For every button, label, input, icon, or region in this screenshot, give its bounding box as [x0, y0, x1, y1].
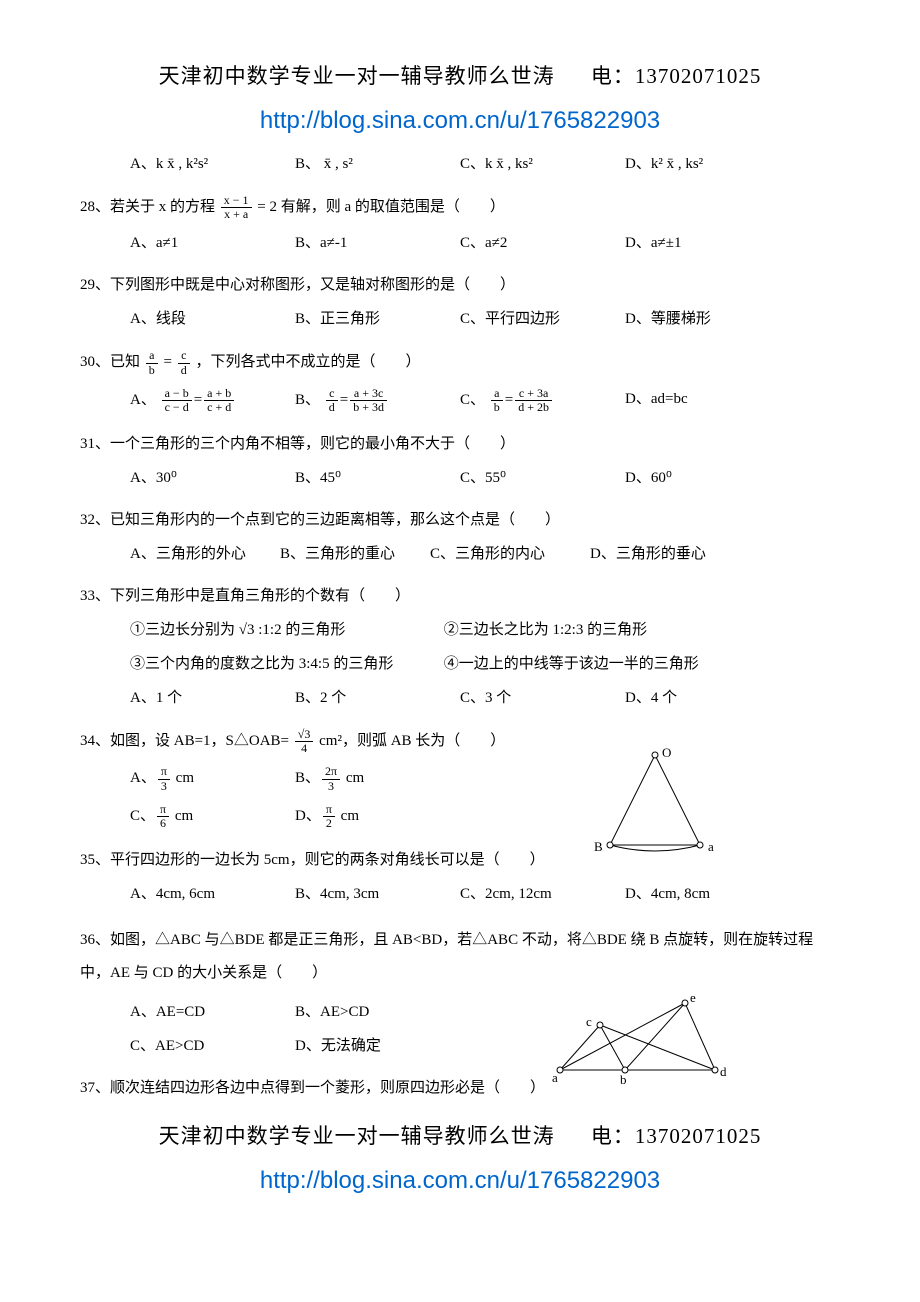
option-b: B、45⁰ — [295, 466, 460, 490]
option-c: C、3 个 — [460, 686, 625, 710]
phone-label: 电： — [591, 64, 635, 88]
eq: = — [164, 354, 172, 370]
option-a: A、30⁰ — [130, 466, 295, 490]
q32-stem: 32、已知三角形内的一个点到它的三边距离相等，那么这个点是（ ） — [80, 508, 840, 532]
option-b: B、2 个 — [295, 686, 460, 710]
option-c: C、55⁰ — [460, 466, 625, 490]
q30-stem: 30、已知 ab = cd ，下列各式中不成立的是（ ） — [80, 349, 840, 376]
question-36: 36、如图，△ABC 与△BDE 都是正三角形，且 AB<BD，若△ABC 不动… — [80, 924, 840, 1058]
question-30: 30、已知 ab = cd ，下列各式中不成立的是（ ） A、 a − bc −… — [80, 349, 840, 414]
option-a: A、k x̄ , k²s² — [130, 152, 295, 176]
q34-figure: O B a — [590, 745, 720, 873]
option-a: A、线段 — [130, 307, 295, 331]
header-title-text: 天津初中数学专业一对一辅导教师么世涛 — [159, 64, 555, 88]
option-d: D、无法确定 — [295, 1034, 460, 1058]
option-d: D、4cm, 8cm — [625, 882, 790, 906]
option-b: B、三角形的重心 — [280, 542, 430, 566]
option-a: A、三角形的外心 — [130, 542, 280, 566]
option-b: B、 cd=a + 3cb + 3d — [295, 387, 460, 414]
question-29: 29、下列图形中既是中心对称图形，又是轴对称图形的是（ ） A、线段 B、正三角… — [80, 273, 840, 331]
question-34: 34、如图，设 AB=1，S△OAB= √34 cm²，则弧 AB 长为（ ） … — [80, 728, 840, 830]
q28-fraction: x − 1x + a — [221, 194, 252, 221]
footer-url: http://blog.sina.com.cn/u/1765822903 — [80, 1162, 840, 1200]
label-d: d — [720, 1062, 727, 1083]
question-33: 33、下列三角形中是直角三角形的个数有（ ） ①三边长分别为 √3 :1:2 的… — [80, 584, 840, 710]
option-c: C、a≠2 — [460, 231, 625, 255]
option-a: A、1 个 — [130, 686, 295, 710]
option-d: D、4 个 — [625, 686, 790, 710]
q33-line2: ③三个内角的度数之比为 3:4:5 的三角形 ④一边上的中线等于该边一半的三角形 — [80, 652, 840, 676]
footer-title-text: 天津初中数学专业一对一辅导教师么世涛 — [159, 1124, 555, 1148]
label-b: b — [620, 1070, 627, 1091]
q34-pre: 34、如图，设 AB=1，S△OAB= — [80, 733, 293, 749]
option-c: C、三角形的内心 — [430, 542, 590, 566]
option-b: B、2π3 cm — [295, 765, 460, 792]
q36-stem: 36、如图，△ABC 与△BDE 都是正三角形，且 AB<BD，若△ABC 不动… — [80, 924, 840, 990]
label-a: a — [708, 837, 714, 858]
option-d: D、a≠±1 — [625, 231, 790, 255]
header-url: http://blog.sina.com.cn/u/1765822903 — [80, 102, 840, 140]
q28-pre: 28、若关于 x 的方程 — [80, 199, 219, 215]
option-c: C、AE>CD — [130, 1034, 295, 1058]
option-b: B、 x̄ , s² — [295, 152, 460, 176]
frac-cd: cd — [178, 349, 190, 376]
label-c: c — [586, 1012, 592, 1033]
q33-stem: 33、下列三角形中是直角三角形的个数有（ ） — [80, 584, 840, 608]
q28-stem: 28、若关于 x 的方程 x − 1x + a = 2 有解，则 a 的取值范围… — [80, 194, 840, 221]
q33-item1: ①三边长分别为 √3 :1:2 的三角形 — [130, 618, 440, 642]
option-b: B、a≠-1 — [295, 231, 460, 255]
frac-ab: ab — [146, 349, 158, 376]
q30-pre: 30、已知 — [80, 354, 140, 370]
q35-stem: 35、平行四边形的一边长为 5cm，则它的两条对角线长可以是（ ） — [80, 848, 840, 872]
option-b: B、AE>CD — [295, 1000, 460, 1024]
q30-post: ，下列各式中不成立的是（ ） — [195, 354, 420, 370]
q34-post: cm²，则弧 AB 长为（ ） — [319, 733, 505, 749]
triangle-icon — [590, 745, 720, 865]
question-32: 32、已知三角形内的一个点到它的三边距离相等，那么这个点是（ ） A、三角形的外… — [80, 508, 840, 566]
question-28: 28、若关于 x 的方程 x − 1x + a = 2 有解，则 a 的取值范围… — [80, 194, 840, 255]
phone-number: 13702071025 — [635, 64, 762, 88]
footer-title: 天津初中数学专业一对一辅导教师么世涛 电：13702071025 — [80, 1120, 840, 1154]
page-footer: 天津初中数学专业一对一辅导教师么世涛 电：13702071025 http://… — [80, 1120, 840, 1200]
page-header-title: 天津初中数学专业一对一辅导教师么世涛 电：13702071025 — [80, 60, 840, 94]
option-c: C、平行四边形 — [460, 307, 625, 331]
footer-phone: 13702071025 — [635, 1124, 762, 1148]
q29-stem: 29、下列图形中既是中心对称图形，又是轴对称图形的是（ ） — [80, 273, 840, 297]
q28-post: = 2 有解，则 a 的取值范围是（ ） — [257, 199, 505, 215]
label-e: e — [690, 988, 696, 1009]
q31-stem: 31、一个三角形的三个内角不相等，则它的最小角不大于（ ） — [80, 432, 840, 456]
option-a: A、 a − bc − d=a + bc + d — [130, 387, 295, 414]
q33-item2: ②三边长之比为 1:2:3 的三角形 — [444, 622, 647, 638]
option-c: C、π6 cm — [130, 803, 295, 830]
label-O: O — [662, 743, 671, 764]
option-b: B、4cm, 3cm — [295, 882, 460, 906]
option-a: A、a≠1 — [130, 231, 295, 255]
triangles-icon — [540, 990, 740, 1080]
option-a: A、π3 cm — [130, 765, 295, 792]
option-b: B、正三角形 — [295, 307, 460, 331]
option-d: D、三角形的垂心 — [590, 542, 780, 566]
q34-stem: 34、如图，设 AB=1，S△OAB= √34 cm²，则弧 AB 长为（ ） — [80, 728, 840, 755]
option-c: C、2cm, 12cm — [460, 882, 625, 906]
label-a: a — [552, 1068, 558, 1089]
option-a: A、AE=CD — [130, 1000, 295, 1024]
q27-options: A、k x̄ , k²s² B、 x̄ , s² C、k x̄ , ks² D、… — [80, 152, 840, 176]
option-c: C、k x̄ , ks² — [460, 152, 625, 176]
q33-line1: ①三边长分别为 √3 :1:2 的三角形 ②三边长之比为 1:2:3 的三角形 — [80, 618, 840, 642]
q36-figure: a b c d e — [540, 990, 740, 1088]
question-31: 31、一个三角形的三个内角不相等，则它的最小角不大于（ ） A、30⁰ B、45… — [80, 432, 840, 490]
question-35: 35、平行四边形的一边长为 5cm，则它的两条对角线长可以是（ ） A、4cm,… — [80, 848, 840, 906]
option-d: D、等腰梯形 — [625, 307, 790, 331]
option-d: D、ad=bc — [625, 387, 790, 414]
option-d: D、60⁰ — [625, 466, 790, 490]
label-B: B — [594, 837, 603, 858]
option-a: A、4cm, 6cm — [130, 882, 295, 906]
option-d: D、k² x̄ , ks² — [625, 152, 790, 176]
option-c: C、 ab=c + 3ad + 2b — [460, 387, 625, 414]
option-d: D、π2 cm — [295, 803, 460, 830]
q33-item3: ③三个内角的度数之比为 3:4:5 的三角形 — [130, 652, 440, 676]
footer-phone-label: 电： — [591, 1124, 635, 1148]
q33-item4: ④一边上的中线等于该边一半的三角形 — [444, 656, 699, 672]
